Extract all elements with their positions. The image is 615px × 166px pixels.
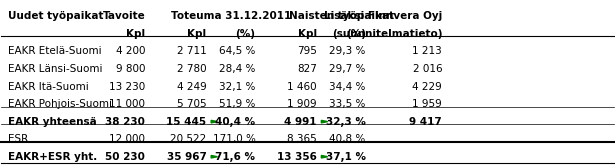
Text: 32,1 %: 32,1 % xyxy=(219,82,255,91)
Text: Kpl: Kpl xyxy=(298,29,317,39)
Text: 33,5 %: 33,5 % xyxy=(329,99,366,109)
Text: EAKR yhteensä: EAKR yhteensä xyxy=(7,117,97,127)
Text: 12 000: 12 000 xyxy=(109,134,145,144)
Text: (%): (%) xyxy=(346,29,366,39)
Text: 40,8 %: 40,8 % xyxy=(330,134,366,144)
Text: (suunnitelmatieto): (suunnitelmatieto) xyxy=(331,29,442,39)
Text: 50 230: 50 230 xyxy=(105,152,145,162)
Text: 4 991: 4 991 xyxy=(284,117,317,127)
Text: Lisäksi Finnvera Oyj: Lisäksi Finnvera Oyj xyxy=(324,11,442,21)
Polygon shape xyxy=(321,155,328,158)
Text: 15 445: 15 445 xyxy=(167,117,207,127)
Text: 13 356: 13 356 xyxy=(277,152,317,162)
Text: 28,4 %: 28,4 % xyxy=(219,64,255,74)
Text: 1 213: 1 213 xyxy=(413,46,442,56)
Text: 2 711: 2 711 xyxy=(177,46,207,56)
Text: 2 780: 2 780 xyxy=(177,64,207,74)
Text: 11 000: 11 000 xyxy=(109,99,145,109)
Text: 35 967: 35 967 xyxy=(167,152,207,162)
Text: 29,7 %: 29,7 % xyxy=(329,64,366,74)
Text: 64,5 %: 64,5 % xyxy=(219,46,255,56)
Text: 9 800: 9 800 xyxy=(116,64,145,74)
Text: 38 230: 38 230 xyxy=(105,117,145,127)
Text: 1 959: 1 959 xyxy=(413,99,442,109)
Polygon shape xyxy=(211,120,218,123)
Polygon shape xyxy=(211,155,218,158)
Text: 9 417: 9 417 xyxy=(410,117,442,127)
Text: EAKR Itä-Suomi: EAKR Itä-Suomi xyxy=(7,82,89,91)
Text: 32,3 %: 32,3 % xyxy=(326,117,366,127)
Text: 40,4 %: 40,4 % xyxy=(215,117,255,127)
Text: 51,9 %: 51,9 % xyxy=(219,99,255,109)
Text: EAKR Etelä-Suomi: EAKR Etelä-Suomi xyxy=(7,46,101,56)
Text: Naisten työpaikat: Naisten työpaikat xyxy=(288,11,394,21)
Text: Kpl: Kpl xyxy=(126,29,145,39)
Text: 795: 795 xyxy=(297,46,317,56)
Text: 37,1 %: 37,1 % xyxy=(326,152,366,162)
Text: 20 522: 20 522 xyxy=(170,134,207,144)
Text: EAKR Länsi-Suomi: EAKR Länsi-Suomi xyxy=(7,64,102,74)
Text: 171,0 %: 171,0 % xyxy=(213,134,255,144)
Text: EAKR Pohjois-Suomi: EAKR Pohjois-Suomi xyxy=(7,99,111,109)
Text: ESR: ESR xyxy=(7,134,28,144)
Text: 13 230: 13 230 xyxy=(109,82,145,91)
Text: 827: 827 xyxy=(297,64,317,74)
Text: EAKR+ESR yht.: EAKR+ESR yht. xyxy=(7,152,97,162)
Text: 1 460: 1 460 xyxy=(287,82,317,91)
Text: Toteuma 31.12.2011: Toteuma 31.12.2011 xyxy=(171,11,291,21)
Text: Uudet työpaikat: Uudet työpaikat xyxy=(7,11,103,21)
Text: Kpl: Kpl xyxy=(188,29,207,39)
Text: 8 365: 8 365 xyxy=(287,134,317,144)
Text: 1 909: 1 909 xyxy=(287,99,317,109)
Text: 5 705: 5 705 xyxy=(177,99,207,109)
Text: Tavoite: Tavoite xyxy=(103,11,145,21)
Text: 71,6 %: 71,6 % xyxy=(215,152,255,162)
Text: 34,4 %: 34,4 % xyxy=(329,82,366,91)
Text: 29,3 %: 29,3 % xyxy=(329,46,366,56)
Text: 2 016: 2 016 xyxy=(413,64,442,74)
Text: (%): (%) xyxy=(236,29,255,39)
Text: 4 229: 4 229 xyxy=(413,82,442,91)
Polygon shape xyxy=(321,120,328,123)
Text: 4 200: 4 200 xyxy=(116,46,145,56)
Text: 4 249: 4 249 xyxy=(177,82,207,91)
